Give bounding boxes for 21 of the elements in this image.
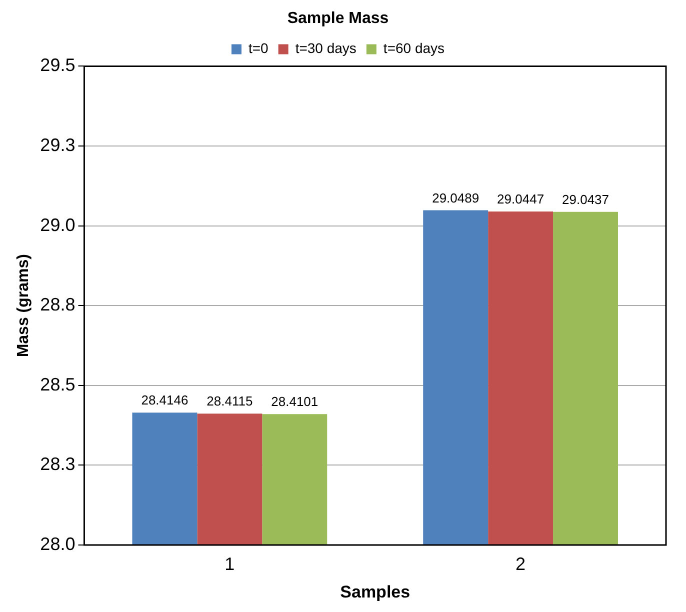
legend-label: t=60 days xyxy=(383,40,445,56)
x-axis-title: Samples xyxy=(340,582,410,602)
y-tick-label: 29.3 xyxy=(40,134,76,155)
y-axis-title: Mass (grams) xyxy=(15,254,32,358)
y-tick-label: 29.0 xyxy=(40,214,76,235)
y-tick-label: 28.0 xyxy=(40,534,76,554)
y-tick-label: 28.3 xyxy=(40,454,76,474)
data-label: 28.4101 xyxy=(271,394,318,410)
data-label: 28.4115 xyxy=(206,394,253,409)
legend-label: t=0 xyxy=(248,40,269,56)
data-label: 29.0489 xyxy=(432,190,480,206)
data-label: 28.4146 xyxy=(141,392,188,408)
data-label: 29.0437 xyxy=(562,192,610,207)
y-tick-label: 28.8 xyxy=(40,294,76,315)
data-label: 29.0447 xyxy=(497,192,544,207)
legend-label: t=30 days xyxy=(295,40,356,56)
y-tick-label: 29.5 xyxy=(40,55,76,76)
x-tick-label: 1 xyxy=(224,554,235,574)
x-tick-label: 2 xyxy=(516,554,526,574)
chart-title: Sample Mass xyxy=(287,10,389,28)
y-tick-label: 28.5 xyxy=(40,374,76,394)
